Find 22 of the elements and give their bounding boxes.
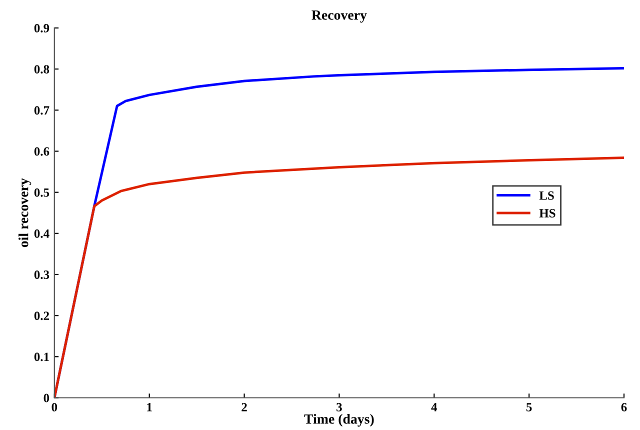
y-tick-label: 0.2 [34, 312, 49, 320]
chart-title: Recovery [312, 10, 367, 23]
y-tick-label: 0.8 [34, 65, 50, 74]
y-tick-label: 0.3 [34, 270, 50, 279]
y-tick-label: 0.7 [34, 106, 50, 115]
y-tick-label: 0.1 [34, 352, 49, 362]
x-tick-label: 3 [336, 403, 342, 412]
x-tick-label: 2 [242, 403, 247, 412]
x-tick-label: 5 [526, 403, 532, 412]
y-axis-title: oil recovery [18, 178, 32, 248]
y-tick-label: 0.6 [34, 147, 50, 156]
x-tick-label: 0 [52, 402, 58, 412]
y-tick-label: 0.9 [34, 24, 50, 32]
x-axis-title: Time (days) [304, 414, 374, 427]
y-tick-label: 0.5 [34, 188, 50, 197]
y-tick-label: 0.4 [34, 229, 50, 238]
x-tick-label: 6 [621, 403, 627, 412]
legend-label: HS [539, 209, 556, 218]
legend-label: LS [539, 191, 554, 200]
x-tick-label: 1 [147, 403, 152, 412]
y-tick-label: 0 [44, 394, 50, 402]
x-tick-label: 4 [431, 403, 438, 412]
